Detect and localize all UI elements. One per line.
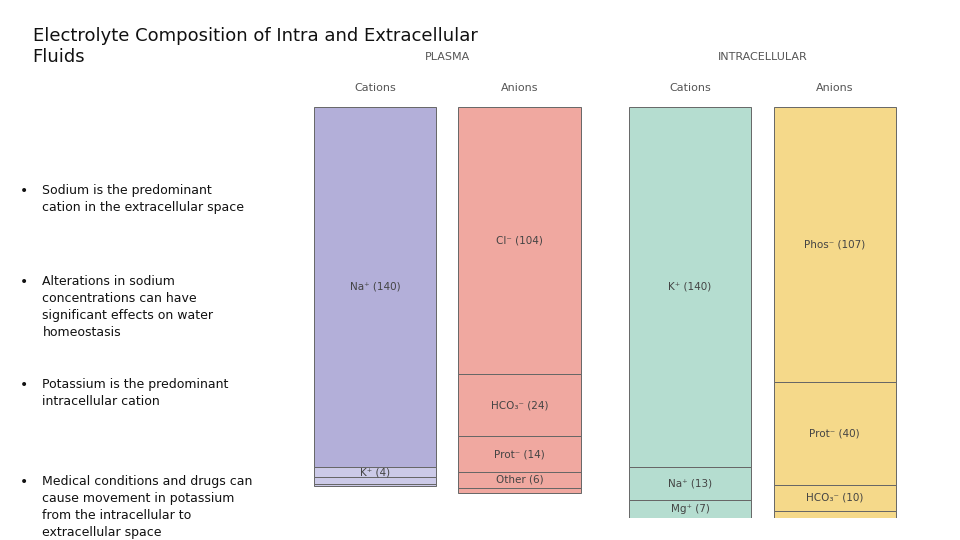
Bar	[459, 374, 581, 436]
Bar	[314, 484, 436, 487]
Text: Anions: Anions	[501, 83, 539, 93]
Bar	[774, 485, 896, 511]
Bar	[314, 467, 436, 477]
Text: Na⁺ (13): Na⁺ (13)	[668, 478, 712, 489]
Text: K⁺ (140): K⁺ (140)	[668, 282, 711, 292]
Bar	[314, 477, 436, 484]
Text: Medical conditions and drugs can
cause movement in potassium
from the intracellu: Medical conditions and drugs can cause m…	[42, 475, 252, 539]
Text: Anions: Anions	[816, 83, 853, 93]
Bar	[459, 488, 581, 492]
Text: Cl⁻ (104): Cl⁻ (104)	[496, 235, 543, 246]
Text: •: •	[19, 184, 28, 198]
Text: HCO₃⁻ (10): HCO₃⁻ (10)	[806, 493, 863, 503]
Text: Prot⁻ (14): Prot⁻ (14)	[494, 449, 545, 459]
Bar	[459, 106, 581, 374]
Bar	[774, 106, 896, 382]
Bar	[459, 472, 581, 488]
Text: Potassium is the predominant
intracellular cation: Potassium is the predominant intracellul…	[42, 378, 228, 408]
Bar	[629, 106, 751, 467]
Text: Alterations in sodium
concentrations can have
significant effects on water
homeo: Alterations in sodium concentrations can…	[42, 275, 213, 340]
Bar	[774, 511, 896, 518]
Text: Other (6): Other (6)	[495, 475, 543, 485]
Text: •: •	[19, 475, 28, 489]
Text: •: •	[19, 378, 28, 392]
Text: Cations: Cations	[354, 83, 396, 93]
Text: Prot⁻ (40): Prot⁻ (40)	[809, 428, 860, 438]
Bar	[459, 436, 581, 472]
Text: Phos⁻ (107): Phos⁻ (107)	[804, 239, 865, 249]
Text: PLASMA: PLASMA	[424, 52, 469, 62]
Bar	[629, 501, 751, 518]
Bar	[314, 106, 436, 467]
Text: K⁺ (4): K⁺ (4)	[360, 467, 390, 477]
Text: Na⁺ (140): Na⁺ (140)	[349, 282, 400, 292]
Text: Mg⁺ (7): Mg⁺ (7)	[671, 504, 709, 515]
Bar	[629, 467, 751, 501]
Text: Electrolyte Composition of Intra and Extracellular
Fluids: Electrolyte Composition of Intra and Ext…	[33, 27, 477, 66]
Text: INTRACELLULAR: INTRACELLULAR	[717, 52, 807, 62]
Text: HCO₃⁻ (24): HCO₃⁻ (24)	[491, 400, 548, 410]
Text: Cations: Cations	[669, 83, 710, 93]
Bar	[774, 382, 896, 485]
Text: Sodium is the predominant
cation in the extracellular space: Sodium is the predominant cation in the …	[42, 184, 245, 214]
Text: •: •	[19, 275, 28, 289]
